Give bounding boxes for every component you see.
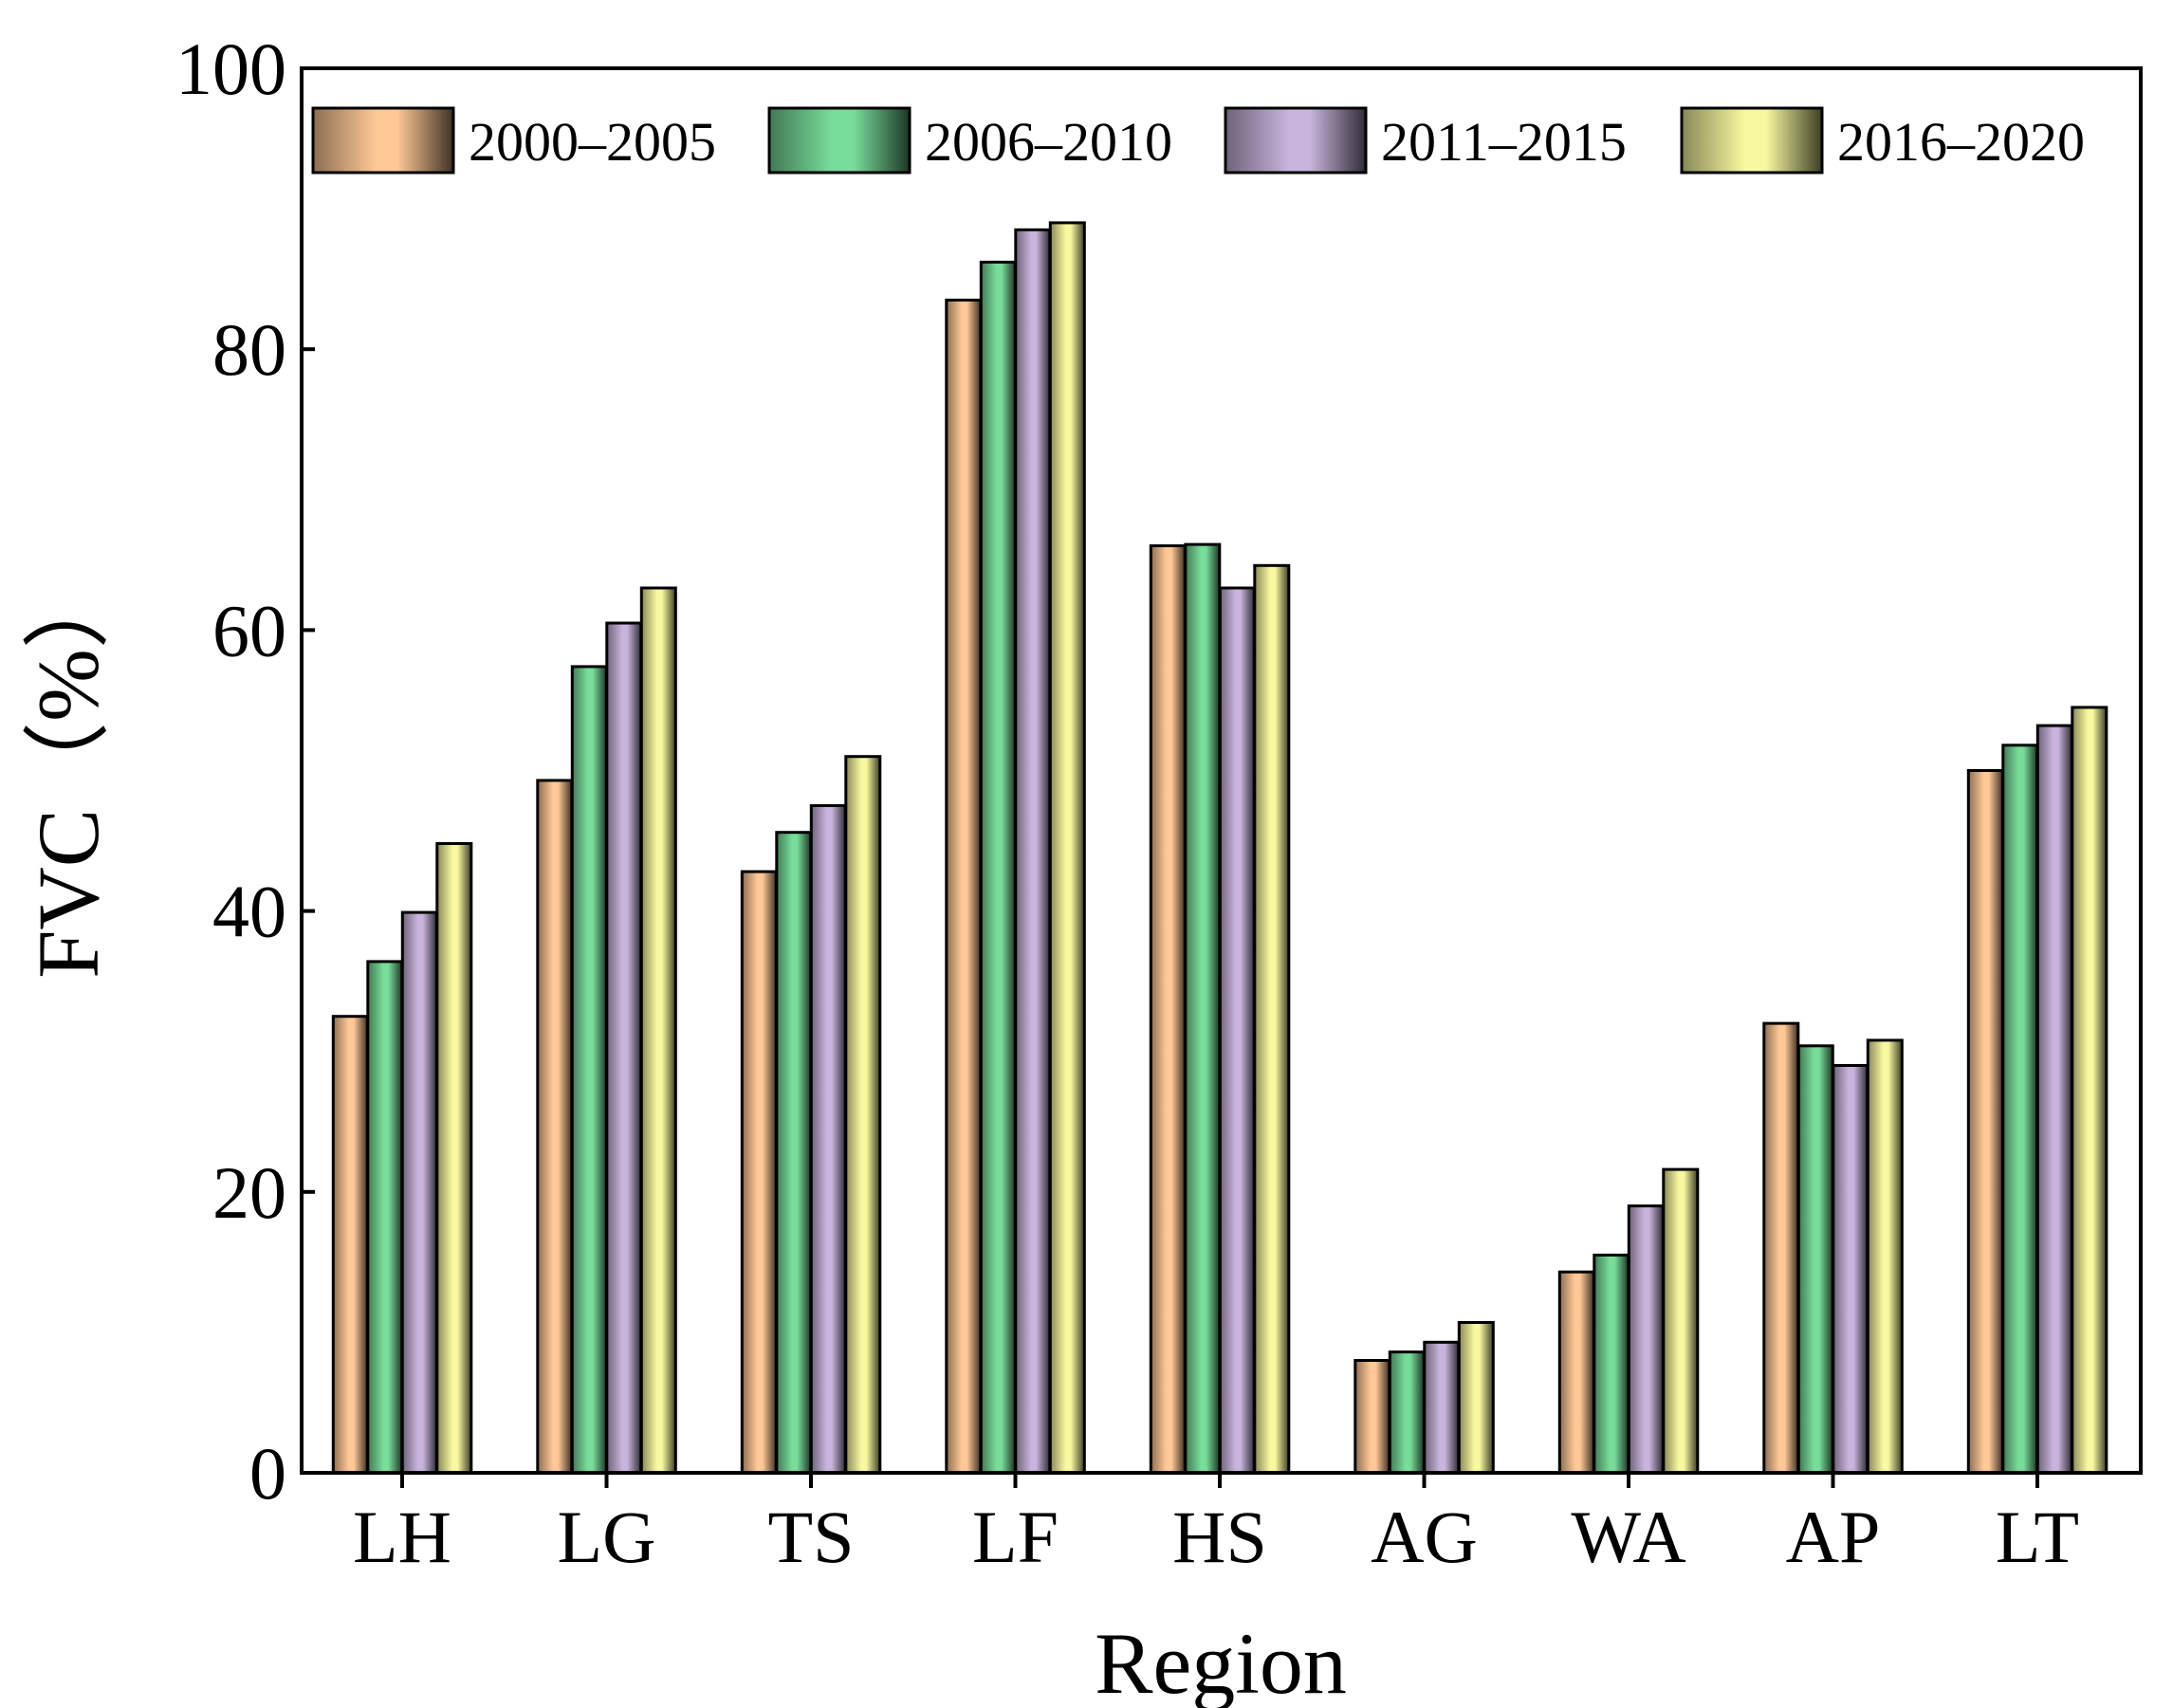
bar-lh-2000–2005 <box>331 1015 369 1475</box>
bar-wa-2006–2010 <box>1593 1253 1630 1475</box>
y-axis: 0 20 40 60 80 100 <box>175 28 315 1515</box>
bar-ag-2011–2015 <box>1423 1340 1461 1475</box>
bar-ag-2016–2020 <box>1457 1321 1495 1475</box>
bar-lh-2011–2015 <box>400 910 438 1475</box>
y-tick-label: 60 <box>212 589 286 671</box>
bar-wa-2016–2020 <box>1662 1167 1700 1475</box>
x-tick-label-lf: LF <box>972 1496 1059 1578</box>
bar-lf-2011–2015 <box>1014 228 1052 1475</box>
x-tick-label-lt: LT <box>1996 1496 2079 1578</box>
bar-lg-2011–2015 <box>605 621 643 1475</box>
bar-ap-2000–2005 <box>1762 1021 1800 1475</box>
legend-swatch-2016–2020 <box>1680 106 1824 174</box>
bar-hs-2011–2015 <box>1218 586 1256 1475</box>
x-tick-label-ap: AP <box>1786 1496 1881 1578</box>
bar-ts-2000–2005 <box>740 870 778 1475</box>
bar-lh-2016–2020 <box>435 842 473 1475</box>
bar-lg-2016–2020 <box>639 586 677 1475</box>
legend: 2000–2005 2006–2010 2011–2015 2016–2020 <box>311 106 2085 174</box>
bar-wa-2000–2005 <box>1557 1270 1595 1475</box>
bar-ap-2006–2010 <box>1796 1044 1834 1475</box>
bar-ap-2011–2015 <box>1832 1064 1869 1475</box>
bar-lg-2000–2005 <box>536 779 574 1475</box>
bar-lt-2016–2020 <box>2071 706 2109 1475</box>
legend-label-2006–2010: 2006–2010 <box>925 111 1172 173</box>
bar-lt-2000–2005 <box>1966 769 2004 1475</box>
bar-ag-2006–2010 <box>1388 1350 1426 1475</box>
legend-label-2011–2015: 2011–2015 <box>1381 111 1627 173</box>
legend-swatch-2011–2015 <box>1224 106 1368 174</box>
legend-swatch-2000–2005 <box>311 106 455 174</box>
x-tick-label-lg: LG <box>558 1496 656 1578</box>
x-axis: LH LG TS LF HS AG WA AP LT <box>353 1473 2079 1578</box>
y-tick-label: 100 <box>175 28 286 110</box>
bar-wa-2011–2015 <box>1627 1204 1665 1475</box>
bars-layer <box>331 221 2109 1475</box>
x-tick-label-lh: LH <box>353 1496 451 1578</box>
x-tick-label-hs: HS <box>1172 1496 1267 1578</box>
y-tick-label: 80 <box>212 308 286 391</box>
y-axis-title: FVC（%） <box>20 561 117 979</box>
bar-lt-2006–2010 <box>2001 744 2039 1475</box>
legend-label-2000–2005: 2000–2005 <box>469 111 716 173</box>
y-tick-label: 0 <box>249 1432 286 1515</box>
bar-ag-2000–2005 <box>1354 1359 1391 1475</box>
legend-swatch-2006–2010 <box>767 106 912 174</box>
bar-hs-2000–2005 <box>1149 544 1187 1475</box>
x-tick-label-ts: TS <box>767 1496 854 1578</box>
legend-label-2016–2020: 2016–2020 <box>1837 111 2085 173</box>
x-axis-title: Region <box>1095 1615 1347 1708</box>
bar-lf-2016–2020 <box>1048 221 1086 1475</box>
bar-lg-2006–2010 <box>570 665 608 1475</box>
bar-lf-2000–2005 <box>945 298 983 1475</box>
x-tick-label-ag: AG <box>1371 1496 1478 1578</box>
y-tick-label: 40 <box>212 871 286 953</box>
bar-lt-2011–2015 <box>2035 724 2073 1475</box>
bar-ts-2016–2020 <box>844 755 882 1475</box>
bar-ts-2011–2015 <box>809 804 847 1475</box>
bar-ts-2006–2010 <box>775 831 813 1475</box>
bar-ap-2016–2020 <box>1866 1038 1904 1475</box>
y-tick-label: 20 <box>212 1151 286 1234</box>
bar-hs-2016–2020 <box>1253 563 1291 1475</box>
bar-lf-2006–2010 <box>979 260 1017 1475</box>
bar-lh-2006–2010 <box>366 960 404 1475</box>
x-tick-label-wa: WA <box>1571 1496 1685 1578</box>
bar-hs-2006–2010 <box>1184 542 1222 1475</box>
